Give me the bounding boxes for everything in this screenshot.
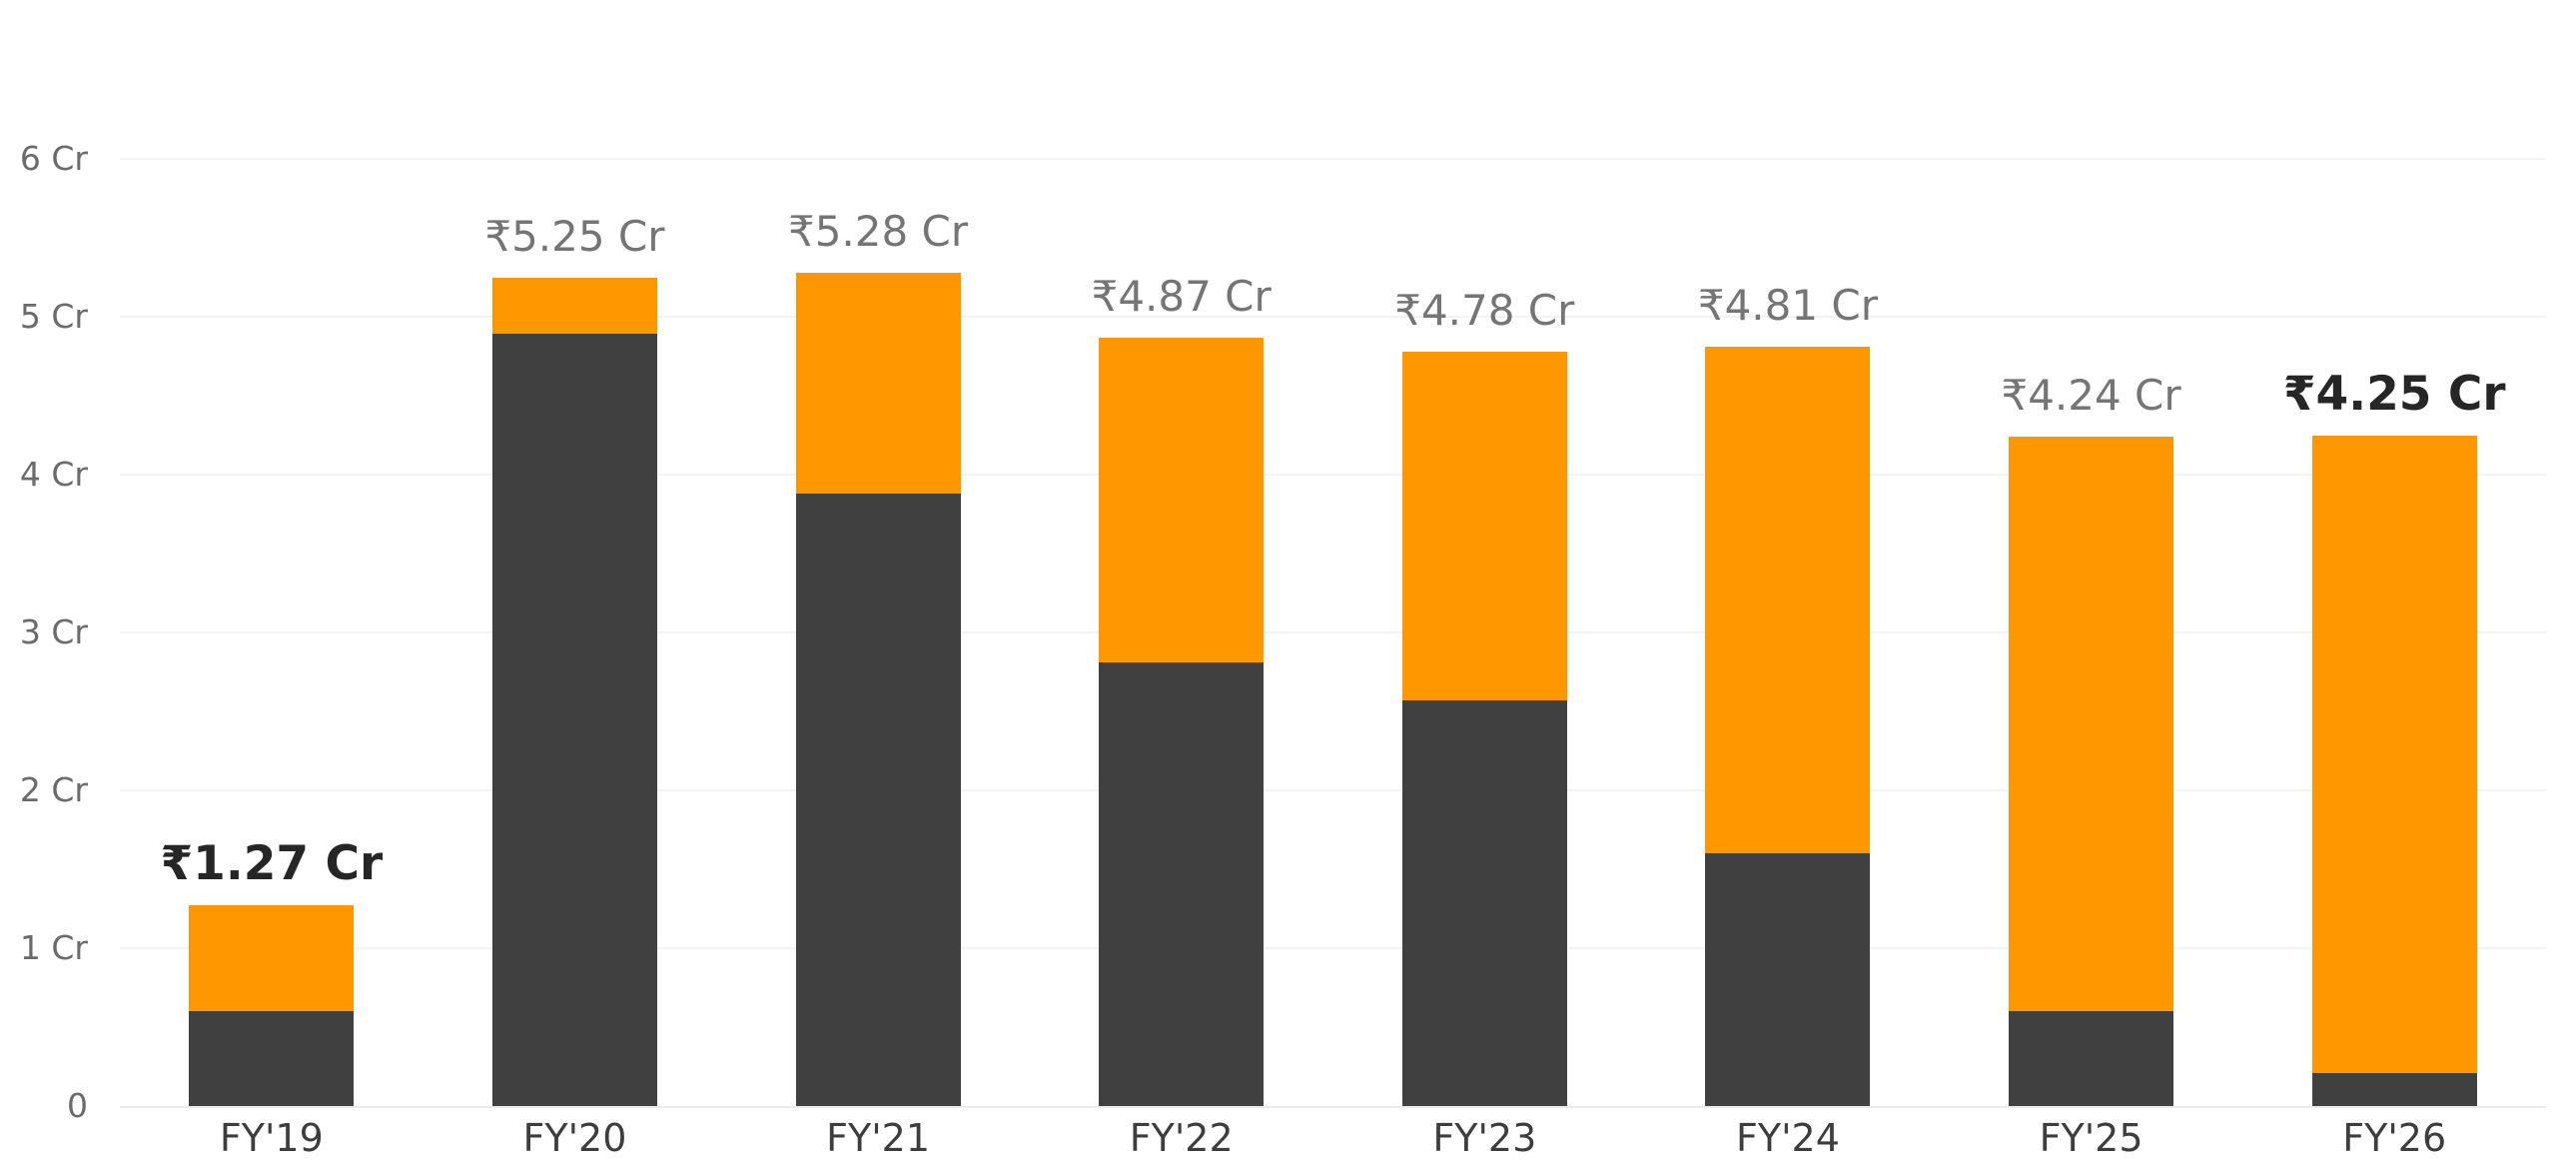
bar-segment-orange[interactable] (2311, 435, 2477, 1073)
bar-total-label: ₹4.78 Cr (1394, 285, 1575, 335)
y-axis-tick-label: 2 Cr (19, 770, 88, 809)
bar-total-label: ₹4.25 Cr (2282, 366, 2506, 422)
chart-column: ₹4.78 Cr FY'23 (1333, 0, 1637, 1160)
x-axis-tick-label: FY'23 (1432, 1116, 1537, 1160)
bar-segment-orange[interactable] (1099, 337, 1265, 663)
y-axis-tick-label: 6 Cr (19, 139, 88, 178)
x-axis-tick-label: FY'25 (2039, 1116, 2144, 1160)
bar-segment-orange[interactable] (2009, 437, 2174, 1012)
bar-total-label: ₹5.25 Cr (484, 211, 665, 261)
x-axis-tick-label: FY'21 (826, 1116, 930, 1160)
stacked-bar[interactable] (2009, 437, 2174, 1106)
bar-segment-orange[interactable] (1705, 347, 1871, 854)
chart-column: ₹4.87 Cr FY'22 (1030, 0, 1333, 1160)
plot-area: ₹1.27 Cr FY'19 ₹5.25 Cr FY'20 ₹5.28 Cr FY'21 ₹… (120, 0, 2546, 1160)
bar-total-label: ₹4.81 Cr (1697, 281, 1879, 331)
x-axis-tick-label: FY'26 (2342, 1116, 2447, 1160)
stacked-bar[interactable] (189, 905, 355, 1106)
bar-segment-dark[interactable] (2311, 1072, 2477, 1106)
y-axis: 0 1 Cr 2 Cr 3 Cr 4 Cr 5 Cr 6 Cr (0, 0, 88, 1125)
bar-total-label: ₹1.27 Cr (160, 836, 384, 892)
y-axis-tick-label: 5 Cr (19, 297, 88, 336)
bar-segment-dark[interactable] (1705, 853, 1871, 1106)
stacked-bar[interactable] (1099, 337, 1265, 1106)
x-axis-tick-label: FY'22 (1129, 1116, 1234, 1160)
chart-column: ₹5.25 Cr FY'20 (424, 0, 727, 1160)
bar-segment-orange[interactable] (1401, 351, 1567, 700)
bar-total-label: ₹4.24 Cr (2001, 371, 2181, 421)
chart-column: ₹4.81 Cr FY'24 (1636, 0, 1940, 1160)
bar-total-label: ₹5.28 Cr (787, 206, 969, 256)
chart-column: ₹5.28 Cr FY'21 (726, 0, 1030, 1160)
bar-segment-dark[interactable] (795, 493, 961, 1106)
x-axis-tick-label: FY'24 (1736, 1116, 1840, 1160)
bar-segment-orange[interactable] (491, 277, 657, 335)
x-axis-tick-label: FY'19 (219, 1116, 324, 1160)
gridline (120, 316, 2546, 318)
chart-column: ₹4.24 Cr FY'25 (1940, 0, 2243, 1160)
stacked-bar[interactable] (491, 277, 657, 1106)
gridline (120, 789, 2546, 791)
y-axis-tick-label: 1 Cr (19, 928, 88, 967)
bar-segment-orange[interactable] (795, 272, 961, 494)
x-axis-tick-label: FY'20 (522, 1116, 627, 1160)
bars-container: ₹1.27 Cr FY'19 ₹5.25 Cr FY'20 ₹5.28 Cr FY'21 ₹… (120, 0, 2546, 1160)
stacked-bar[interactable] (1705, 347, 1871, 1106)
stacked-bar[interactable] (1401, 351, 1567, 1106)
bar-segment-dark[interactable] (2009, 1011, 2174, 1106)
gridline (120, 474, 2546, 476)
y-axis-tick-label: 0 (67, 1086, 88, 1125)
stacked-bar[interactable] (795, 272, 961, 1106)
bar-total-label: ₹4.87 Cr (1091, 271, 1272, 321)
stacked-bar[interactable] (2311, 435, 2477, 1106)
bar-segment-dark[interactable] (491, 334, 657, 1106)
bar-segment-orange[interactable] (189, 905, 355, 1012)
y-axis-tick-label: 3 Cr (19, 612, 88, 651)
gridline (120, 947, 2546, 949)
bar-segment-dark[interactable] (189, 1011, 355, 1106)
bar-segment-dark[interactable] (1099, 662, 1265, 1106)
chart-column: ₹1.27 Cr FY'19 (120, 0, 424, 1160)
chart-column: ₹4.25 Cr FY'26 (2242, 0, 2546, 1160)
gridline (120, 158, 2546, 160)
y-axis-tick-label: 4 Cr (19, 455, 88, 494)
bar-segment-dark[interactable] (1401, 699, 1567, 1106)
gridline (120, 631, 2546, 633)
